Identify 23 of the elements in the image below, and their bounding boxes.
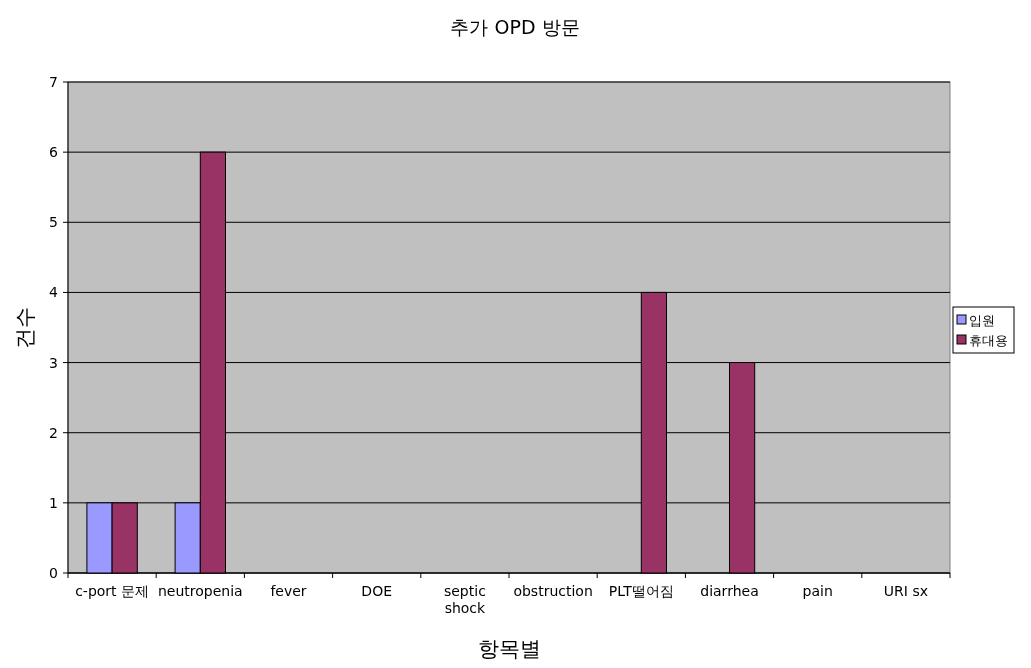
x-tick-label: septic shock: [443, 583, 487, 616]
y-tick-label: 0: [49, 565, 58, 581]
x-tick-label: fever: [270, 583, 307, 599]
y-tick-label: 1: [49, 494, 58, 511]
x-tick-label: c-port 문제: [75, 583, 150, 599]
x-tick-label: pain: [802, 583, 833, 599]
y-tick-label: 7: [49, 74, 58, 90]
legend-label: 입원: [969, 313, 995, 328]
x-tick-label: neutropenia: [157, 583, 243, 599]
y-tick-label: 6: [49, 144, 59, 161]
y-tick-label: 4: [49, 284, 59, 301]
y-tick-label: 2: [49, 424, 58, 441]
x-tick-label: obstruction: [513, 583, 593, 599]
x-tick-label: URI sx: [883, 583, 928, 599]
x-tick-label: diarrhea: [700, 583, 759, 599]
chart-title: 추가 OPD 방문: [450, 16, 580, 38]
x-tick-label: PLT떨어짐: [608, 583, 674, 599]
legend-label: 휴대용: [969, 333, 1008, 348]
x-axis-title: 항목별: [477, 637, 541, 661]
y-tick-label: 5: [49, 214, 58, 231]
y-axis-title: 건수: [13, 306, 37, 349]
y-tick-label: 3: [49, 354, 58, 371]
x-tick-label: DOE: [361, 583, 393, 599]
